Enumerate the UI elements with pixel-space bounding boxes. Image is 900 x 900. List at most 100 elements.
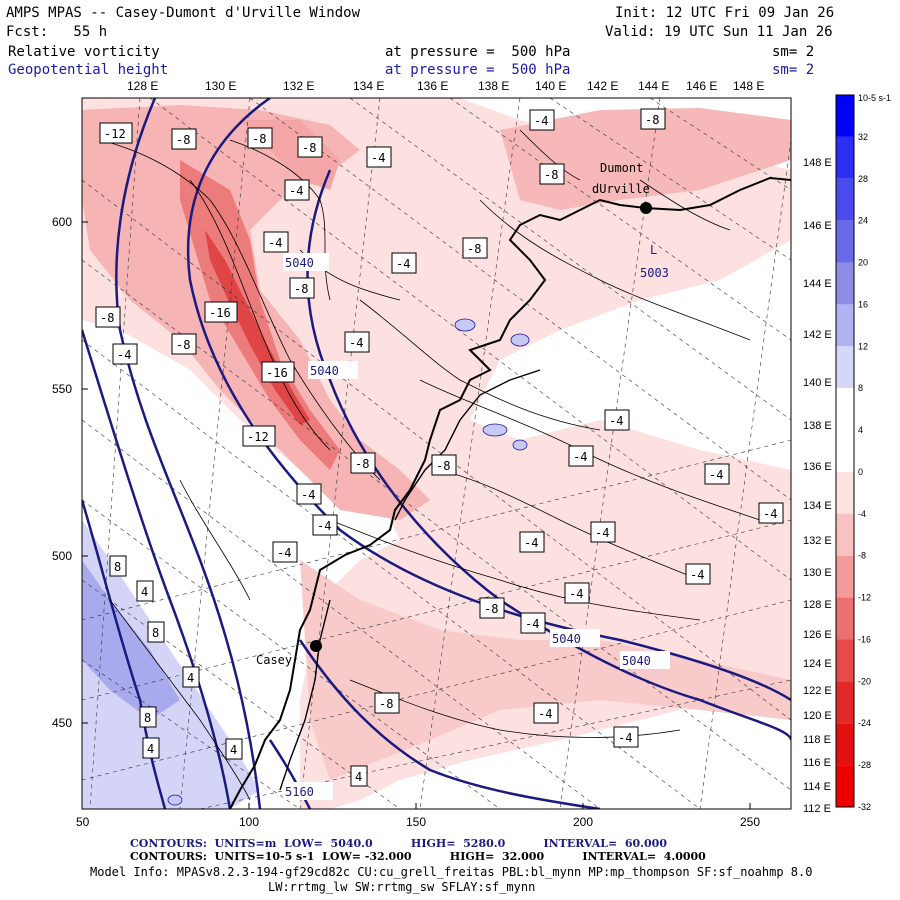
- vorticity-value: 4: [187, 671, 194, 685]
- vorticity-value: -4: [301, 488, 315, 502]
- init-time: Init: 12 UTC Fri 09 Jan 26: [615, 5, 835, 21]
- vorticity-value: 8: [144, 711, 151, 725]
- vorticity-label-box: -4: [704, 463, 730, 485]
- colorbar-label: -28: [858, 760, 871, 770]
- vorticity-value: 4: [230, 743, 237, 757]
- vorticity-label-box: 4: [225, 738, 243, 760]
- vorticity-shading-light: [82, 98, 791, 809]
- vorticity-label-box: -8: [297, 136, 323, 158]
- colorbar-frame: [835, 94, 855, 808]
- vorticity-value: -8: [355, 457, 369, 471]
- vorticity-label-box: -4: [296, 483, 322, 505]
- vorticity-value: -8: [379, 697, 393, 711]
- colorbar-segment: [836, 304, 854, 347]
- coastline-inland: [279, 369, 541, 791]
- geopotential-contours: [82, 98, 791, 809]
- x-tick-label: 100: [239, 815, 259, 829]
- vorticity-value: -4: [371, 151, 385, 165]
- vorticity-value: -4: [525, 617, 539, 631]
- vorticity-value: -8: [436, 459, 450, 473]
- vorticity-label-box: -4: [312, 514, 338, 536]
- colorbar-segment: [836, 513, 854, 556]
- right-lon-label: 128 E: [803, 599, 832, 611]
- vorticity-label-box: -4: [366, 146, 392, 168]
- colorbar-segment: [836, 765, 854, 807]
- colorbar-segment: [836, 136, 854, 179]
- vorticity-value: 4: [141, 585, 148, 599]
- vorticity-value: -4: [690, 568, 704, 582]
- gph-label: 5040: [622, 654, 651, 668]
- colorbar-label: -4: [858, 509, 866, 519]
- colorbar-segment: [836, 639, 854, 682]
- map-title: AMPS MPAS -- Casey-Dumont d'Urville Wind…: [6, 5, 361, 21]
- vorticity-value: -16: [209, 306, 231, 320]
- vorticity-value: -8: [252, 132, 266, 146]
- vorticity-label-box: -8: [289, 277, 315, 299]
- colorbar-segment: [836, 388, 854, 431]
- vorticity-label-box: -8: [431, 454, 457, 476]
- vorticity-label-box: -4: [604, 409, 630, 431]
- vorticity-label-box: -4: [519, 531, 545, 553]
- vorticity-label-box: -12: [242, 425, 276, 447]
- right-lon-label: 144 E: [803, 278, 832, 290]
- vorticity-value: -4: [524, 536, 538, 550]
- vorticity-shading-positive-strong: [82, 560, 180, 720]
- vorticity-value: -4: [277, 546, 291, 560]
- dumont-durville-station-marker: [640, 202, 652, 214]
- valid-time: Valid: 19 UTC Sun 11 Jan 26: [605, 24, 833, 40]
- top-lon-label: 132 E: [283, 79, 314, 93]
- colorbar-label: -24: [858, 718, 871, 728]
- top-lon-label: 144 E: [638, 79, 669, 93]
- footer-gph-contours: CONTOURS: UNITS=m LOW= 5040.0 HIGH= 5280…: [130, 837, 667, 850]
- right-lon-label: 148 E: [803, 157, 832, 169]
- vorticity-label-box: -8: [462, 237, 488, 259]
- top-lon-label: 128 E: [127, 79, 158, 93]
- colorbar-label: -20: [858, 676, 871, 686]
- field2-smoothing: sm= 2: [772, 62, 815, 78]
- vorticity-value: -8: [484, 602, 498, 616]
- vorticity-label-box: -4: [564, 582, 590, 604]
- vorticity-value: -4: [609, 414, 623, 428]
- model-info-2: LW:rrtmg_lw SW:rrtmg_sw SFLAY:sf_mynn: [268, 880, 536, 894]
- vorticity-value: -8: [544, 168, 558, 182]
- vorticity-label-box: -4: [520, 612, 546, 634]
- low-marker: L: [650, 243, 657, 257]
- right-lon-label: 112 E: [803, 803, 831, 815]
- vorticity-value: -8: [176, 133, 190, 147]
- right-lon-label: 126 E: [803, 629, 832, 641]
- top-longitude-labels: 128 E 130 E 132 E 134 E 136 E 138 E 140 …: [127, 79, 764, 93]
- vorticity-value: 8: [114, 560, 121, 574]
- vorticity-label-box: -4: [391, 252, 417, 274]
- colorbar-segment: [836, 178, 854, 221]
- vorticity-label-box: -4: [272, 541, 298, 563]
- vorticity-label-box: -8: [374, 692, 400, 714]
- vorticity-label-box: -4: [112, 343, 138, 365]
- vorticity-shading-band: [300, 560, 791, 780]
- vorticity-label-box: -4: [568, 445, 594, 467]
- colorbar-segment: [836, 597, 854, 640]
- right-longitude-labels: 148 E 146 E 144 E 142 E 140 E 138 E 136 …: [803, 157, 832, 815]
- right-lon-label: 114 E: [803, 781, 831, 793]
- vorticity-value: -4: [534, 114, 548, 128]
- vorticity-label-box: -8: [247, 127, 273, 149]
- right-lon-label: 116 E: [803, 757, 831, 769]
- vorticity-label-box: 4: [350, 765, 368, 787]
- vorticity-value: -8: [467, 242, 481, 256]
- casey-label: Casey: [256, 653, 292, 667]
- vorticity-value: -4: [349, 336, 363, 350]
- right-lon-label: 140 E: [803, 377, 832, 389]
- vorticity-label-box: -4: [685, 563, 711, 585]
- colorbar-segment: [836, 95, 854, 137]
- vorticity-labels: -12 -8 -8 -8 -4 -4 -8 -8 -4 -4 -4 -8 -16 -8 -4 -4 -16 -12…: [95, 108, 784, 787]
- model-info: Model Info: MPASv8.2.3-194-gf29cd82c CU:…: [90, 865, 813, 879]
- vorticity-value: 4: [355, 770, 362, 784]
- vorticity-value: -8: [302, 141, 316, 155]
- vorticity-value: -4: [268, 236, 282, 250]
- vorticity-label-box: -8: [171, 333, 197, 355]
- vorticity-value: -4: [117, 348, 131, 362]
- vorticity-label-box: -8: [479, 597, 505, 619]
- y-tick-label: 500: [52, 549, 72, 563]
- colorbar-segment: [836, 262, 854, 305]
- colorbar-label: 24: [858, 216, 868, 226]
- vorticity-value: -4: [569, 587, 583, 601]
